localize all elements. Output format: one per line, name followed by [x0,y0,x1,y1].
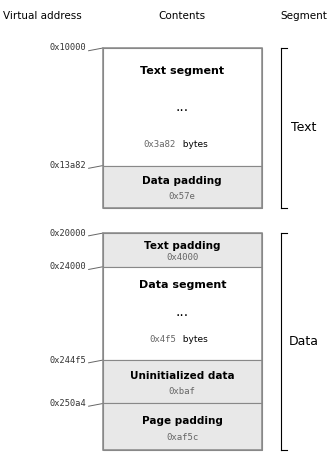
Bar [103,233,262,267]
Text: 0x20000: 0x20000 [50,228,87,238]
Bar [103,404,262,450]
Text: Segment: Segment [281,11,327,21]
Bar [103,48,262,208]
Bar [103,360,262,404]
Text: 0x24000: 0x24000 [50,262,87,271]
Text: Uninitialized data: Uninitialized data [130,371,234,381]
Text: 0x3a82: 0x3a82 [144,140,176,149]
Bar [103,267,262,360]
Text: Data segment: Data segment [139,281,226,290]
Text: 0x13a82: 0x13a82 [50,161,87,170]
Text: Virtual address: Virtual address [3,11,82,21]
Text: Text padding: Text padding [144,240,220,250]
Bar [103,165,262,208]
Text: 0x4000: 0x4000 [166,253,198,262]
Text: Data: Data [289,335,319,348]
Text: Text: Text [291,122,317,134]
Text: 0xbaf: 0xbaf [169,387,196,396]
Text: Contents: Contents [159,11,206,21]
Text: 0x57e: 0x57e [169,192,196,201]
Bar [103,48,262,165]
Text: bytes: bytes [177,335,208,344]
Text: 0x250a4: 0x250a4 [50,399,87,408]
Text: 0x244f5: 0x244f5 [50,356,87,365]
Text: Page padding: Page padding [142,416,223,426]
Bar [103,233,262,450]
Text: 0x10000: 0x10000 [50,43,87,53]
Text: ...: ... [176,304,189,319]
Text: Data padding: Data padding [143,176,222,186]
Text: ...: ... [176,100,189,114]
Text: 0x4f5: 0x4f5 [149,335,176,344]
Text: Text segment: Text segment [140,67,224,76]
Text: 0xaf5c: 0xaf5c [166,433,198,442]
Text: bytes: bytes [177,140,208,149]
